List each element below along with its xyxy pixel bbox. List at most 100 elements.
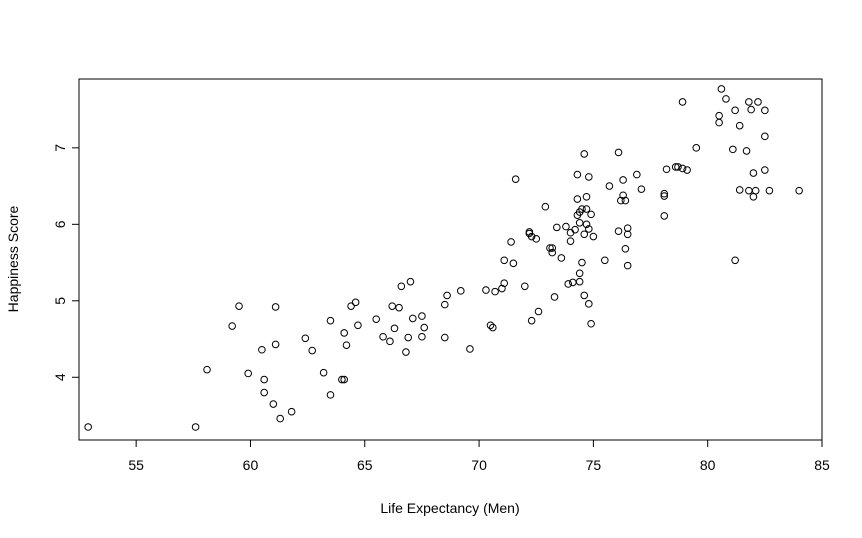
- data-point: [397, 282, 406, 291]
- data-point: [580, 230, 589, 239]
- data-point: [443, 291, 451, 300]
- data-point: [761, 106, 769, 115]
- data-point: [745, 98, 753, 106]
- data-point: [578, 205, 586, 213]
- data-point: [745, 186, 753, 195]
- x-tick-label: 80: [700, 457, 716, 473]
- data-point: [511, 175, 520, 183]
- data-point: [623, 261, 632, 270]
- y-tick-label: 6: [52, 220, 68, 228]
- data-point: [548, 244, 557, 252]
- data-point: [564, 280, 573, 288]
- data-point: [601, 256, 609, 265]
- y-tick-label: 4: [52, 373, 68, 381]
- data-point: [573, 195, 582, 203]
- data-point: [500, 279, 509, 288]
- data-point: [637, 185, 646, 193]
- data-point: [585, 173, 593, 181]
- data-point: [408, 314, 417, 323]
- data-point: [276, 414, 284, 423]
- data-point: [587, 210, 595, 219]
- data-point: [582, 205, 591, 213]
- data-point: [260, 375, 268, 384]
- data-point: [541, 202, 550, 211]
- data-point: [749, 192, 758, 201]
- data-point: [573, 170, 582, 179]
- data-point: [340, 375, 348, 384]
- data-point: [585, 225, 593, 233]
- data-point: [580, 150, 589, 158]
- data-point: [507, 238, 515, 246]
- data-point: [587, 319, 595, 328]
- data-points: [84, 85, 803, 431]
- data-point: [735, 121, 744, 130]
- x-tick-label: 55: [128, 457, 144, 473]
- data-point: [486, 321, 495, 330]
- x-axis-label: Life Expectancy (Men): [380, 500, 519, 516]
- x-tick-label: 70: [471, 457, 487, 473]
- data-point: [678, 98, 687, 106]
- data-point: [395, 303, 403, 312]
- data-point: [754, 98, 762, 106]
- data-point: [271, 303, 280, 311]
- data-point: [440, 333, 449, 342]
- data-point: [228, 322, 236, 330]
- data-point: [571, 225, 579, 234]
- data-point: [84, 423, 92, 431]
- data-point: [735, 186, 744, 194]
- data-point: [614, 148, 623, 157]
- data-point: [191, 423, 200, 431]
- data-point: [765, 186, 774, 195]
- data-point: [585, 300, 593, 308]
- data-point: [662, 165, 671, 174]
- data-point: [660, 192, 669, 200]
- data-point: [580, 291, 589, 300]
- data-point: [287, 407, 296, 416]
- data-point: [566, 237, 575, 245]
- data-point: [546, 244, 554, 252]
- data-point: [500, 256, 509, 265]
- data-point: [420, 323, 429, 332]
- data-point: [671, 163, 680, 171]
- data-point: [534, 307, 543, 316]
- data-point: [351, 298, 360, 307]
- data-point: [532, 235, 541, 243]
- data-point: [271, 340, 280, 349]
- data-point: [614, 227, 623, 236]
- data-point: [683, 166, 691, 174]
- data-point: [509, 259, 518, 268]
- data-point: [390, 324, 399, 333]
- data-point: [569, 278, 577, 287]
- data-point: [589, 232, 598, 241]
- data-point: [731, 256, 739, 265]
- data-point: [633, 170, 641, 179]
- x-axis: 55 60 65 70 75 80 85: [128, 440, 830, 473]
- data-point: [491, 287, 499, 296]
- data-point: [795, 186, 803, 195]
- x-tick-label: 85: [814, 457, 830, 473]
- data-point: [342, 341, 351, 349]
- data-point: [548, 248, 557, 257]
- data-point: [619, 176, 627, 184]
- data-point: [388, 302, 397, 310]
- data-point: [404, 333, 413, 342]
- data-point: [660, 212, 669, 220]
- data-point: [747, 105, 755, 114]
- x-tick-label: 75: [586, 457, 602, 473]
- data-point: [562, 222, 570, 231]
- data-point: [406, 277, 415, 286]
- data-point: [729, 145, 737, 154]
- data-point: [308, 346, 316, 355]
- data-point: [379, 332, 387, 341]
- data-point: [582, 220, 591, 229]
- data-point: [456, 287, 465, 295]
- data-point: [761, 166, 769, 174]
- data-point: [418, 312, 426, 320]
- data-point: [466, 345, 474, 353]
- data-point: [751, 186, 760, 195]
- data-point: [440, 300, 449, 309]
- data-point: [717, 85, 726, 93]
- data-point: [715, 111, 723, 120]
- data-point: [418, 332, 426, 341]
